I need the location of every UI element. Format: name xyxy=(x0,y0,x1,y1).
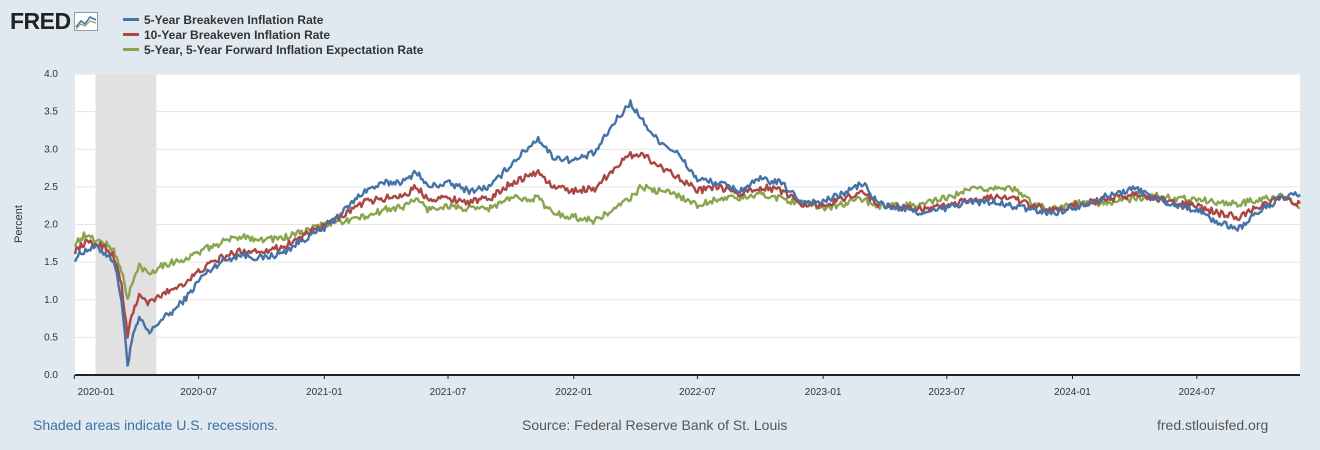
y-tick-label: 3.0 xyxy=(44,144,58,155)
x-tick-label: 2020-07 xyxy=(180,387,217,398)
series-line xyxy=(73,99,1301,367)
y-tick-layer: 0.0 0.5 1.0 1.5 2.0 2.5 3.0 3.5 4.0 xyxy=(44,69,58,381)
y-tick-label: 4.0 xyxy=(44,69,58,80)
grid-layer xyxy=(75,73,1300,338)
y-tick-label: 3.5 xyxy=(44,107,58,118)
y-tick-label: 1.5 xyxy=(44,257,58,268)
trend-graph-icon xyxy=(73,12,98,31)
source-note: Source: Federal Reserve Bank of St. Loui… xyxy=(522,417,788,433)
legend-swatch xyxy=(123,18,139,21)
legend-swatch xyxy=(123,33,139,36)
y-tick-label: 0.0 xyxy=(44,370,58,381)
y-tick-label: 0.5 xyxy=(44,332,58,343)
legend-label: 5-Year, 5-Year Forward Inflation Expecta… xyxy=(144,42,424,57)
fred-logo[interactable]: FRED xyxy=(10,8,98,35)
site-link[interactable]: fred.stlouisfed.org xyxy=(1157,417,1269,433)
recession-note-link[interactable]: Shaded areas indicate U.S. recessions. xyxy=(33,417,279,433)
x-tick-label: 2022-01 xyxy=(555,387,592,398)
x-tick-label: 2022-07 xyxy=(679,387,716,398)
fred-logo-text: FRED xyxy=(10,8,71,34)
x-tick-label: 2020-01 xyxy=(78,387,115,398)
legend-item: 5-Year, 5-Year Forward Inflation Expecta… xyxy=(123,42,423,57)
x-tick-label: 2024-01 xyxy=(1054,387,1091,398)
y-tick-label: 2.5 xyxy=(44,182,58,193)
legend-label: 10-Year Breakeven Inflation Rate xyxy=(144,27,331,42)
legend-item: 10-Year Breakeven Inflation Rate xyxy=(123,27,423,42)
x-tick-label: 2023-07 xyxy=(928,387,965,398)
chart-legend: 5-Year Breakeven Inflation Rate 10-Year … xyxy=(123,12,423,57)
x-tick-label: 2021-01 xyxy=(306,387,343,398)
y-tick-label: 1.0 xyxy=(44,295,58,306)
legend-label: 5-Year Breakeven Inflation Rate xyxy=(144,12,324,27)
y-tick-label: 2.0 xyxy=(44,220,58,231)
x-tick-label: 2024-07 xyxy=(1178,387,1215,398)
legend-item: 5-Year Breakeven Inflation Rate xyxy=(123,12,423,27)
y-axis-title: Percent xyxy=(13,205,25,243)
x-tick-layer: 2020-01 2020-07 2021-01 2021-07 2022-01 2022-… xyxy=(73,375,1216,398)
legend-swatch xyxy=(123,48,139,51)
x-tick-label: 2023-01 xyxy=(805,387,842,398)
x-tick-label: 2021-07 xyxy=(430,387,467,398)
series-line xyxy=(73,150,1302,339)
series-layer xyxy=(73,99,1302,367)
